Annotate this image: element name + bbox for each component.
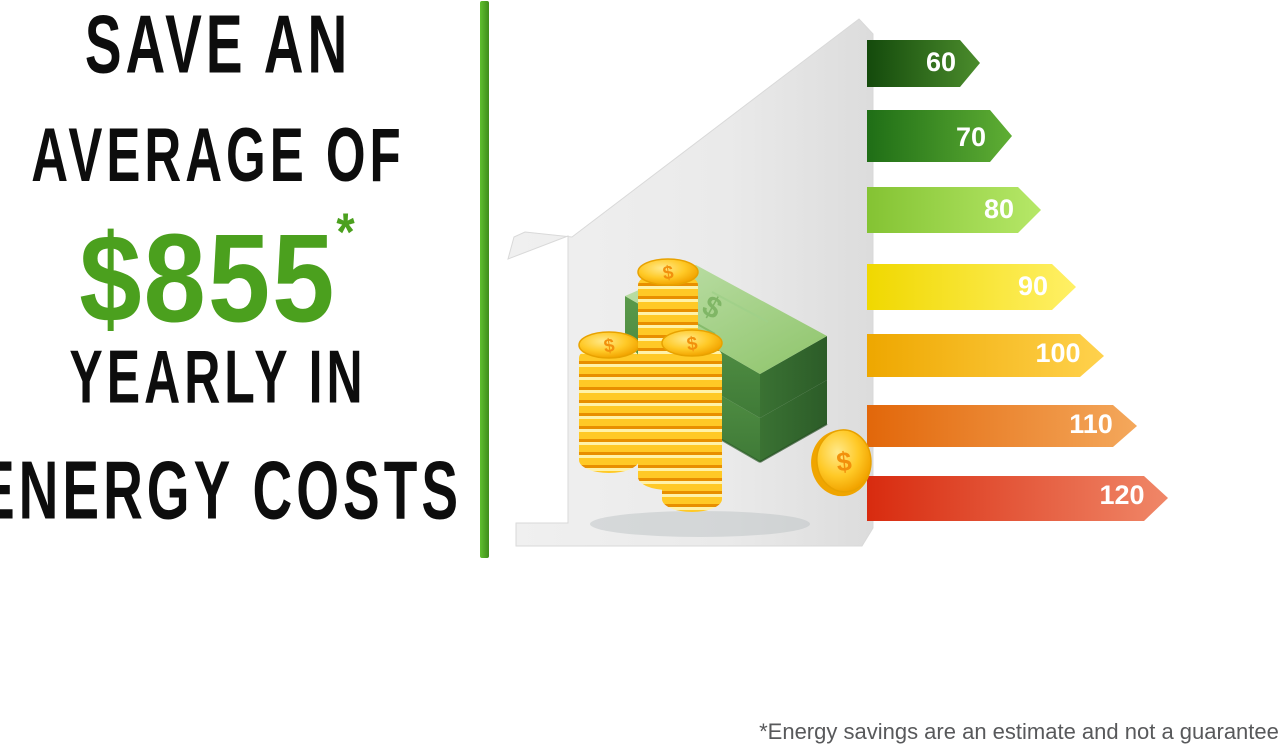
svg-text:120: 120 xyxy=(1099,480,1144,510)
svg-text:$: $ xyxy=(835,446,853,477)
svg-text:100: 100 xyxy=(1035,338,1080,368)
svg-text:70: 70 xyxy=(956,122,986,152)
svg-text:60: 60 xyxy=(926,47,956,77)
svg-text:80: 80 xyxy=(984,194,1014,224)
svg-text:110: 110 xyxy=(1069,409,1113,439)
svg-text:90: 90 xyxy=(1018,271,1048,301)
